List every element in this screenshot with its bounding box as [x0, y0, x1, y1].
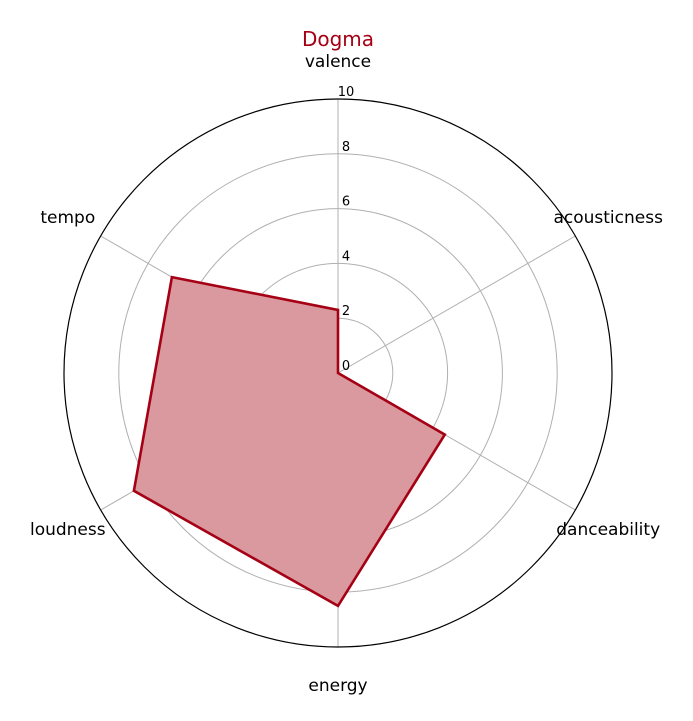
- radar-data: [132, 275, 447, 608]
- axis-labels: valence acousticness danceability energy lou…: [30, 52, 663, 696]
- radial-tick-label: 6: [342, 195, 350, 210]
- axis-label-acousticness: acousticness: [553, 208, 663, 228]
- axis-label-energy: energy: [308, 676, 367, 696]
- axis-label-loudness: loudness: [30, 520, 106, 540]
- series-area: [133, 277, 445, 606]
- radial-tick-label: 8: [342, 140, 350, 155]
- axis-label-tempo: tempo: [40, 208, 95, 228]
- axis-label-valence: valence: [305, 52, 371, 72]
- grid-spoke: [337, 235, 576, 374]
- radial-tick-label: 4: [342, 249, 350, 264]
- radial-tick-labels: 0 2 4 6 8 10: [338, 85, 355, 374]
- radial-tick-label: 2: [342, 304, 350, 319]
- outer-frame-circle: [63, 98, 613, 648]
- chart-title: Dogma: [302, 27, 374, 51]
- axis-label-danceability: danceability: [556, 520, 660, 540]
- radial-tick-label: 0: [342, 359, 350, 374]
- radial-tick-label: 10: [338, 85, 355, 100]
